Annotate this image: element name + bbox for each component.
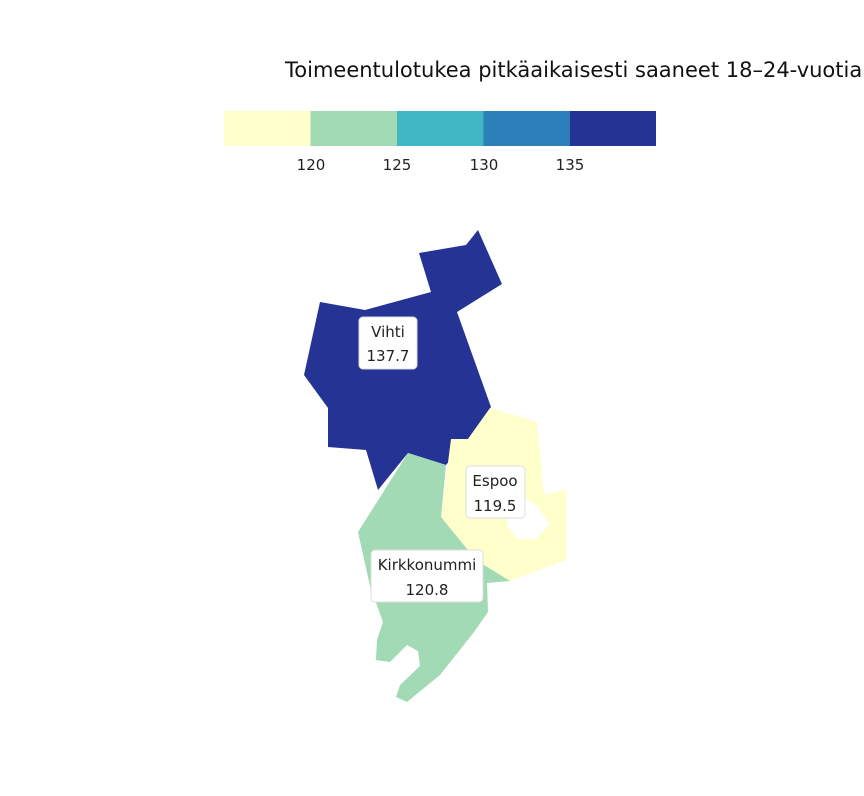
region-labels: Vihti 137.7 Espoo 119.5 Kirkkonummi 120.… xyxy=(358,316,526,603)
label-box-kirkkonummi xyxy=(370,549,484,603)
label-name-espoo: Espoo xyxy=(472,472,517,490)
legend-swatch-3 xyxy=(397,111,484,146)
legend-tick-135: 135 xyxy=(556,156,585,174)
legend-swatch-2 xyxy=(310,111,398,146)
legend-tick-130: 130 xyxy=(470,156,499,174)
label-box-vihti xyxy=(358,316,418,370)
legend-swatch-1 xyxy=(224,111,311,146)
label-vihti: Vihti 137.7 xyxy=(358,316,418,370)
map-title: Toimeentulotukea pitkäaikaisesti saaneet… xyxy=(284,58,862,82)
legend-swatch-5 xyxy=(570,111,656,146)
label-name-kirkkonummi: Kirkkonummi xyxy=(378,556,477,574)
label-box-espoo xyxy=(465,465,526,519)
label-kirkkonummi: Kirkkonummi 120.8 xyxy=(370,549,484,603)
legend-tick-125: 125 xyxy=(383,156,412,174)
regions xyxy=(304,230,566,702)
label-espoo: Espoo 119.5 xyxy=(465,465,526,519)
label-value-vihti: 137.7 xyxy=(367,347,410,365)
legend-swatch-4 xyxy=(483,111,571,146)
legend: 120 125 130 135 xyxy=(224,111,656,174)
label-name-vihti: Vihti xyxy=(371,323,405,341)
legend-tick-120: 120 xyxy=(297,156,326,174)
label-value-kirkkonummi: 120.8 xyxy=(406,581,449,599)
label-value-espoo: 119.5 xyxy=(474,497,517,515)
